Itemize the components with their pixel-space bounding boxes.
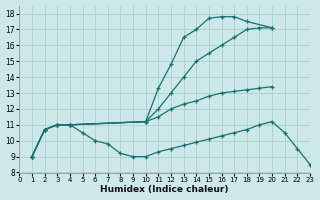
X-axis label: Humidex (Indice chaleur): Humidex (Indice chaleur) [100, 185, 229, 194]
